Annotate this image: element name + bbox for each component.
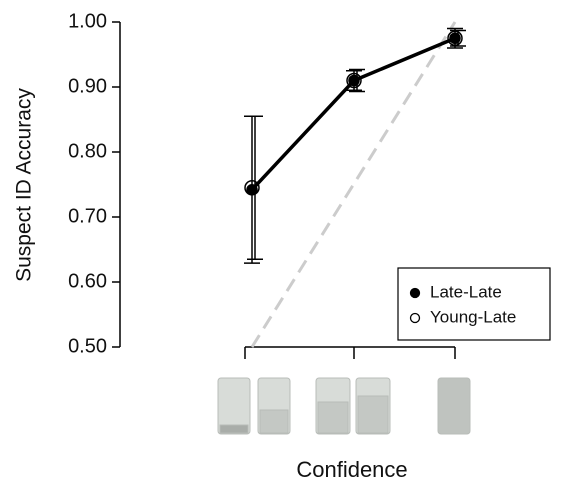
legend-label: Late-Late xyxy=(430,282,502,301)
legend-box xyxy=(398,268,550,340)
y-tick-label: 1.00 xyxy=(68,10,107,32)
y-tick-label: 0.50 xyxy=(68,335,107,357)
legend-marker xyxy=(411,289,420,298)
x-axis-label: Confidence xyxy=(296,457,407,482)
y-tick-label: 0.70 xyxy=(68,205,107,227)
chart: Suspect ID Accuracy Confidence 0.50 0.60 0… xyxy=(0,0,567,485)
y-tick-label: 0.90 xyxy=(68,75,107,97)
glass-icons xyxy=(218,378,470,434)
y-tick-label: 0.60 xyxy=(68,270,107,292)
series-line xyxy=(252,38,455,189)
y-tick-label: 0.80 xyxy=(68,140,107,162)
legend-label: Young-Late xyxy=(430,307,516,326)
y-axis-label: Suspect ID Accuracy xyxy=(13,88,36,282)
